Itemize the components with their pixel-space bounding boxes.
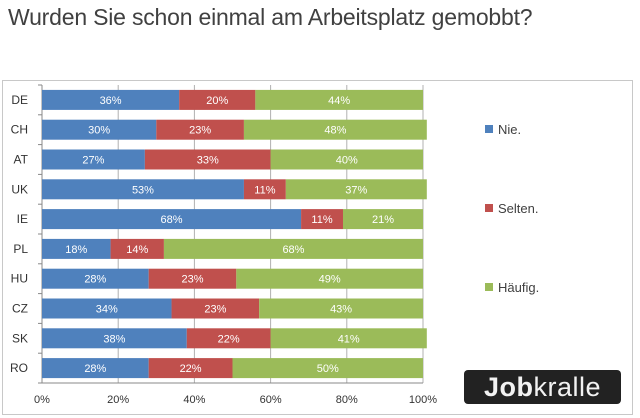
category-label: DE [11, 93, 28, 107]
data-label: 23% [181, 274, 203, 286]
data-label: 43% [330, 304, 352, 316]
data-label: 20% [206, 95, 228, 107]
data-label: 11% [254, 184, 275, 196]
legend-swatch [485, 125, 493, 133]
bar-segment [42, 119, 157, 140]
legend-label: Häufig. [498, 280, 539, 295]
data-label: 27% [82, 155, 104, 167]
bar-segment [156, 119, 244, 140]
category-label: HU [11, 272, 28, 286]
x-tick-label: 20% [107, 394, 129, 406]
data-label: 34% [96, 304, 118, 316]
bar-segment [144, 149, 271, 170]
legend-swatch [485, 204, 493, 212]
chart-title: Wurden Sie schon einmal am Arbeitsplatz … [8, 4, 533, 30]
category-label: IE [17, 212, 28, 226]
data-label: 68% [161, 214, 183, 226]
data-label: 23% [189, 125, 211, 137]
data-label: 49% [319, 274, 341, 286]
bar-segment [42, 149, 145, 170]
data-label: 28% [84, 274, 106, 286]
chart-frame [2, 80, 633, 415]
data-label: 14% [126, 244, 148, 256]
bar-segment [259, 298, 423, 319]
bar-segment [243, 119, 427, 140]
bar-segment [148, 268, 237, 289]
data-label: 48% [324, 125, 346, 137]
bar-segment [285, 179, 427, 200]
legend-label: Selten. [498, 201, 538, 216]
data-label: 33% [197, 155, 219, 167]
x-tick-label: 40% [183, 394, 205, 406]
data-label: 28% [84, 363, 106, 375]
category-label: PL [13, 242, 28, 256]
data-label: 21% [372, 214, 394, 226]
bar-segment [42, 358, 149, 379]
x-tick-label: 100% [409, 394, 437, 406]
bar-segment [42, 89, 180, 110]
data-label: 37% [345, 184, 367, 196]
data-label: 50% [317, 363, 339, 375]
x-tick-label: 80% [336, 394, 358, 406]
data-label: 18% [65, 244, 87, 256]
bar-segment [243, 179, 286, 200]
bar-segment [255, 89, 423, 110]
bar-segment [236, 268, 423, 289]
data-label: 11% [311, 214, 332, 226]
bar-segment [301, 209, 343, 230]
data-label: 41% [338, 333, 360, 345]
x-tick-label: 0% [34, 394, 50, 406]
data-label: 53% [132, 184, 154, 196]
category-label: RO [10, 361, 28, 375]
logo-bold-text: Job [483, 372, 534, 402]
x-tick-label: 60% [260, 394, 282, 406]
data-label: 22% [180, 363, 202, 375]
data-label: 44% [328, 95, 350, 107]
legend-label: Nie. [498, 122, 521, 137]
bar-segment [270, 149, 423, 170]
bar-segment [232, 358, 423, 379]
bar-segment [110, 238, 164, 259]
bar-segment [179, 89, 256, 110]
data-label: 68% [282, 244, 304, 256]
bar-segment [186, 328, 271, 349]
jobkralle-logo: Jobkralle [464, 370, 621, 404]
bar-segment [42, 298, 172, 319]
bar-segment [42, 238, 111, 259]
bar-segment [163, 238, 424, 259]
data-label: 36% [100, 95, 122, 107]
category-label: SK [12, 331, 28, 345]
data-label: 40% [336, 155, 358, 167]
data-label: 23% [204, 304, 226, 316]
bar-segment [42, 328, 187, 349]
category-label: CH [11, 123, 28, 137]
bar-segment [171, 298, 260, 319]
logo-regular-text: kralle [533, 372, 602, 402]
category-label: CZ [12, 302, 28, 316]
legend-swatch [485, 283, 493, 291]
category-label: AT [14, 153, 29, 167]
bar-segment [42, 268, 149, 289]
data-label: 30% [88, 125, 110, 137]
category-label: UK [11, 182, 28, 196]
bar-segment [42, 179, 244, 200]
data-label: 22% [218, 333, 240, 345]
bar-segment [42, 209, 302, 230]
bar-segment [270, 328, 427, 349]
bar-segment [148, 358, 233, 379]
data-label: 38% [103, 333, 125, 345]
bar-segment [342, 209, 423, 230]
